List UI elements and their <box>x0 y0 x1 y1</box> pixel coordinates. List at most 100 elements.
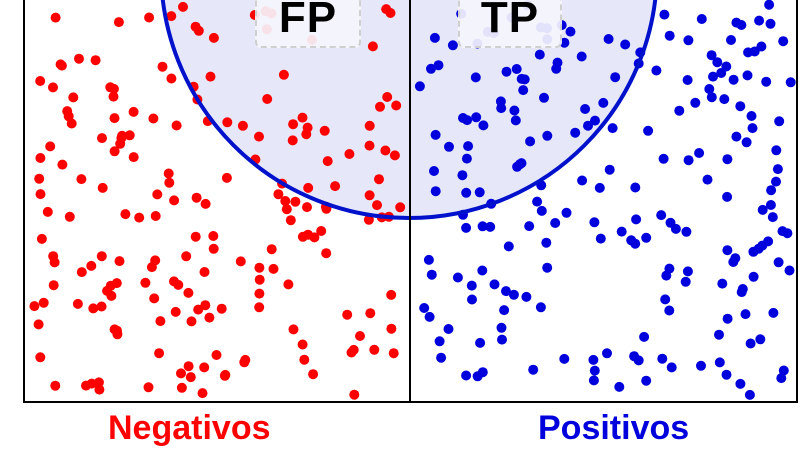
positive-dot <box>614 381 625 392</box>
negative-dot <box>35 352 46 363</box>
positive-dot <box>534 49 545 60</box>
positive-dot <box>429 166 439 176</box>
positive-dot <box>757 204 768 215</box>
positive-dot <box>477 265 488 276</box>
positive-dot <box>503 241 514 252</box>
positive-dot <box>485 221 496 232</box>
negative-dot <box>120 209 131 220</box>
positive-dot <box>457 170 468 181</box>
positive-dot <box>559 353 570 364</box>
positive-dot <box>426 269 437 280</box>
positive-dot <box>755 334 766 345</box>
positive-dot <box>682 75 693 85</box>
negative-dot <box>169 195 180 206</box>
positive-dot <box>731 131 742 142</box>
positive-dot <box>683 155 694 166</box>
positive-dot <box>501 286 511 297</box>
positive-dot <box>561 207 572 218</box>
negative-dot <box>155 316 166 327</box>
negative-dot <box>216 303 227 314</box>
negative-dot <box>94 384 105 395</box>
negative-dot <box>170 306 181 317</box>
negative-dot <box>176 382 187 393</box>
negative-dot <box>35 76 46 86</box>
positive-dot <box>433 60 444 71</box>
positive-dot <box>670 223 681 234</box>
negative-dot <box>364 190 375 201</box>
negative-dot <box>346 347 357 358</box>
negative-dot <box>273 189 284 200</box>
positive-dot <box>539 92 549 103</box>
positive-dot <box>471 112 482 123</box>
positive-dot <box>712 57 723 68</box>
negative-dot <box>108 91 119 102</box>
positive-dot <box>452 272 463 283</box>
negative-dot <box>154 348 165 359</box>
negative-dot <box>38 297 49 308</box>
positive-dot <box>477 221 488 232</box>
true-positive-label: TP <box>480 0 540 42</box>
negative-dot <box>48 280 59 291</box>
positive-dot <box>630 238 641 249</box>
positive-dot <box>767 212 778 223</box>
positive-dot <box>696 360 706 371</box>
positive-dot <box>496 103 507 114</box>
positive-dot <box>610 72 621 83</box>
negative-dot <box>254 302 265 313</box>
positive-dot <box>736 287 747 298</box>
positive-dot <box>542 130 553 141</box>
negative-dot <box>365 308 376 319</box>
negative-dot <box>254 131 264 142</box>
negative-dot <box>285 215 296 226</box>
positive-dot <box>521 291 532 302</box>
positive-dot <box>518 85 529 96</box>
positive-dot <box>588 354 599 365</box>
negative-dot <box>164 177 175 188</box>
negative-dot <box>97 182 108 193</box>
negative-dot <box>382 92 393 102</box>
negative-dot <box>150 211 161 221</box>
negative-dot <box>49 257 60 268</box>
negative-dot <box>186 316 197 327</box>
negative-dot <box>380 145 391 156</box>
negative-dot <box>208 243 219 254</box>
negative-dot <box>262 94 273 104</box>
positive-dot <box>589 365 600 376</box>
positive-dot <box>658 153 669 164</box>
positive-dot <box>706 92 717 103</box>
positive-dot <box>714 329 724 340</box>
positive-dot <box>722 245 733 256</box>
positive-dot <box>467 294 477 305</box>
positive-dot <box>735 101 746 112</box>
positive-dot <box>424 311 435 322</box>
true-positive-tag: TP <box>458 0 562 48</box>
negative-dot <box>211 350 222 360</box>
positive-dot <box>458 113 468 123</box>
negative-dot <box>64 211 75 222</box>
positive-dot <box>436 352 447 363</box>
positive-dot <box>745 338 756 349</box>
negative-dot <box>349 389 360 400</box>
negative-dot <box>395 202 406 213</box>
negative-dot <box>191 192 202 203</box>
negative-dot <box>367 41 378 52</box>
positive-dot <box>657 353 668 364</box>
negative-dot <box>81 380 91 391</box>
negative-dot <box>29 301 40 312</box>
positive-dot <box>641 232 652 243</box>
positive-dot <box>740 309 751 320</box>
negative-dot <box>157 61 168 72</box>
positive-dot <box>461 153 472 164</box>
positive-dot <box>509 105 520 116</box>
positive-dot <box>651 65 662 76</box>
positive-dot <box>681 226 692 237</box>
negative-dot <box>288 324 299 335</box>
positive-dot <box>631 214 642 225</box>
positive-dots-group <box>414 0 796 400</box>
positive-dot <box>589 217 600 228</box>
positive-dot <box>570 127 581 138</box>
positive-dot <box>664 305 675 316</box>
negative-dot <box>319 125 330 136</box>
positive-dot <box>525 136 536 147</box>
negative-dot <box>290 196 301 207</box>
